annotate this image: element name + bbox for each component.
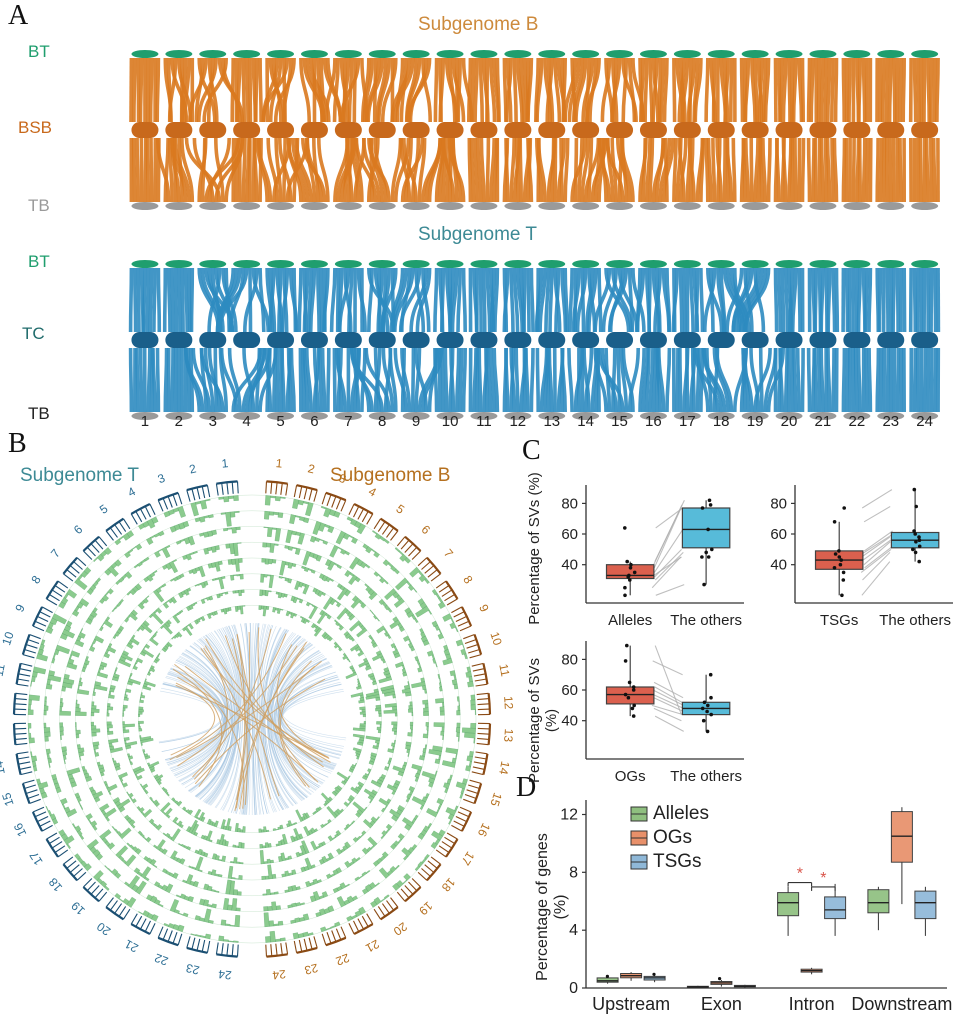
svg-text:12: 12 [0, 695, 3, 710]
svg-text:TSGs: TSGs [653, 851, 702, 872]
svg-text:3: 3 [156, 471, 167, 487]
svg-text:80: 80 [770, 495, 787, 512]
svg-text:Intron: Intron [789, 994, 835, 1014]
svg-text:17: 17 [26, 849, 45, 868]
svg-text:14: 14 [0, 760, 8, 776]
svg-text:10: 10 [487, 630, 505, 647]
svg-text:OGs: OGs [615, 768, 646, 785]
svg-text:Exon: Exon [701, 994, 742, 1014]
svg-text:Upstream: Upstream [592, 994, 670, 1014]
svg-text:12: 12 [560, 807, 578, 824]
svg-text:Alleles: Alleles [653, 803, 709, 824]
svg-text:24: 24 [217, 967, 232, 982]
svg-text:8: 8 [460, 573, 476, 586]
svg-text:22: 22 [334, 951, 352, 969]
svg-text:OGs: OGs [653, 827, 692, 848]
svg-text:24: 24 [271, 967, 286, 982]
svg-text:2: 2 [188, 461, 198, 476]
svg-text:12: 12 [501, 696, 516, 711]
svg-text:4: 4 [569, 922, 578, 939]
svg-text:20: 20 [94, 919, 113, 938]
svg-text:6: 6 [419, 522, 434, 537]
svg-text:8: 8 [28, 573, 44, 586]
svg-text:15: 15 [487, 791, 505, 808]
svg-text:TSGs: TSGs [820, 612, 858, 629]
svg-text:The others: The others [670, 612, 742, 629]
svg-text:Alleles: Alleles [608, 612, 652, 629]
svg-text:1: 1 [221, 456, 229, 471]
svg-text:40: 40 [770, 557, 787, 574]
svg-text:10: 10 [0, 630, 17, 647]
svg-text:5: 5 [394, 501, 408, 516]
svg-text:5: 5 [97, 501, 111, 516]
svg-text:0: 0 [569, 980, 578, 997]
svg-text:The others: The others [879, 612, 951, 629]
svg-text:The others: The others [670, 768, 742, 785]
svg-text:19: 19 [68, 898, 88, 918]
svg-text:80: 80 [561, 495, 578, 512]
svg-text:16: 16 [475, 821, 494, 839]
svg-text:22: 22 [152, 950, 170, 968]
svg-text:13: 13 [0, 728, 3, 743]
svg-text:17: 17 [458, 849, 477, 868]
svg-text:1: 1 [275, 456, 283, 471]
svg-text:40: 40 [561, 713, 578, 730]
svg-text:9: 9 [12, 602, 28, 614]
svg-text:11: 11 [0, 662, 8, 677]
svg-text:7: 7 [441, 546, 456, 560]
svg-text:20: 20 [391, 919, 410, 938]
svg-text:21: 21 [122, 937, 141, 956]
svg-text:23: 23 [303, 961, 320, 978]
svg-text:60: 60 [561, 682, 578, 699]
svg-text:*: * [797, 866, 803, 883]
svg-text:60: 60 [561, 526, 578, 543]
svg-text:7: 7 [48, 546, 63, 560]
svg-text:11: 11 [496, 663, 512, 678]
svg-text:9: 9 [476, 602, 492, 614]
svg-text:8: 8 [569, 864, 578, 881]
svg-text:14: 14 [496, 760, 512, 776]
svg-text:23: 23 [184, 961, 201, 978]
svg-text:19: 19 [416, 899, 436, 919]
svg-text:18: 18 [46, 875, 66, 894]
svg-text:6: 6 [71, 522, 86, 537]
svg-text:16: 16 [11, 820, 30, 838]
svg-text:*: * [820, 870, 826, 887]
svg-text:60: 60 [770, 526, 787, 543]
svg-text:15: 15 [0, 791, 17, 808]
svg-text:Downstream: Downstream [851, 994, 952, 1014]
svg-text:40: 40 [561, 557, 578, 574]
svg-text:2: 2 [306, 461, 316, 476]
svg-text:18: 18 [439, 875, 459, 894]
svg-text:13: 13 [501, 728, 516, 743]
svg-text:80: 80 [561, 651, 578, 668]
svg-text:21: 21 [363, 937, 382, 956]
